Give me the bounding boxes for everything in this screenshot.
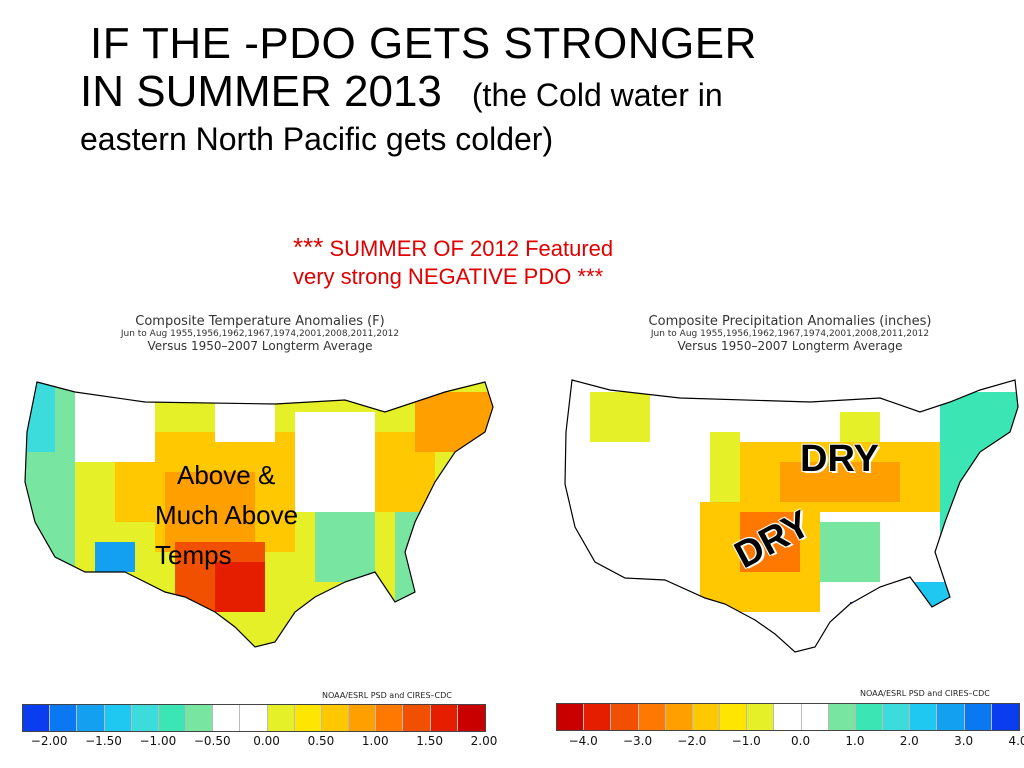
temp-colorbar-tick-label: −0.50 bbox=[193, 734, 231, 748]
precip-colorbar-swatch bbox=[720, 704, 748, 730]
precip-map-heading: Composite Precipitation Anomalies (inche… bbox=[648, 314, 932, 329]
precip-colorbar bbox=[556, 703, 1020, 731]
precip-colorbar-tick-label: 4.0 bbox=[1008, 734, 1024, 748]
temp-annotation-line-3: Temps bbox=[155, 540, 232, 570]
precip-colorbar-swatch bbox=[557, 704, 585, 730]
temp-colorbar-ticks: −2.00 −1.50 −1.00 −0.50 0.00 0.50 1.00 1.50 2.00 bbox=[22, 734, 498, 750]
temp-colorbar-tick-label: 2.00 bbox=[470, 734, 498, 748]
pdo-note: *** SUMMER OF 2012 Featured very strong … bbox=[293, 233, 613, 291]
temp-map-outline bbox=[24, 381, 494, 648]
precip-colorbar-swatch bbox=[747, 704, 775, 730]
temp-colorbar-swatch bbox=[104, 705, 132, 731]
temp-colorbar-swatch bbox=[240, 705, 268, 731]
title-line-1: IF THE -PDO GETS STRONGER bbox=[90, 19, 757, 68]
precip-colorbar-swatch bbox=[801, 704, 829, 730]
precip-colorbar-tick-label: 2.0 bbox=[899, 734, 919, 748]
precip-colorbar-swatch bbox=[665, 704, 693, 730]
temp-anomaly-map bbox=[24, 381, 494, 648]
precip-colorbar-tick-label: 0.0 bbox=[791, 734, 811, 748]
temp-colorbar-swatch bbox=[50, 705, 78, 731]
temp-colorbar-tick-label: 1.00 bbox=[361, 734, 389, 748]
precip-anomaly-map bbox=[564, 379, 1019, 653]
temp-colorbar-swatch bbox=[186, 705, 214, 731]
temp-colorbar-swatch bbox=[213, 705, 241, 731]
precip-colorbar-tick-label: 3.0 bbox=[954, 734, 974, 748]
precip-map-years: Jun to Aug 1955,1956,1962,1967,1974,2001… bbox=[650, 329, 930, 339]
temp-colorbar-swatch bbox=[321, 705, 350, 731]
note-text-1: SUMMER OF 2012 Featured bbox=[329, 236, 614, 261]
temp-map-years: Jun to Aug 1955,1956,1962,1967,1974,2001… bbox=[120, 329, 400, 339]
precip-colorbar-swatch bbox=[937, 704, 965, 730]
temp-colorbar-swatch bbox=[349, 705, 377, 731]
precip-colorbar-tick-label: −3.0 bbox=[622, 734, 653, 748]
temp-colorbar bbox=[22, 704, 486, 732]
title-line-3: eastern North Pacific gets colder) bbox=[80, 121, 554, 157]
note-line-2: very strong NEGATIVE PDO *** bbox=[293, 264, 604, 289]
precip-colorbar-swatch bbox=[991, 704, 1019, 730]
precip-colorbar-ticks: −4.0 −3.0 −2.0 −1.0 0.0 1.0 2.0 3.0 4.0 bbox=[556, 734, 1024, 750]
precip-colorbar-swatch bbox=[910, 704, 938, 730]
precip-colorbar-tick-label: −1.0 bbox=[731, 734, 761, 748]
precip-colorbar-tick-label: 1.0 bbox=[845, 734, 865, 748]
temp-map-heading: Composite Temperature Anomalies (F) bbox=[135, 314, 385, 329]
temp-map-baseline: Versus 1950–2007 Longterm Average bbox=[147, 339, 373, 353]
temp-colorbar-tick-label: −2.00 bbox=[30, 734, 68, 748]
precip-colorbar-swatch bbox=[964, 704, 992, 730]
precip-map-baseline: Versus 1950–2007 Longterm Average bbox=[677, 339, 903, 353]
title-line-2: IN SUMMER 2013 (the Cold water in bbox=[80, 68, 980, 119]
precip-colorbar-swatch bbox=[828, 704, 856, 730]
note-stars: *** bbox=[293, 232, 324, 262]
temp-colorbar-tick-label: 0.00 bbox=[253, 734, 280, 748]
title-main-2: IN SUMMER 2013 bbox=[80, 67, 442, 116]
temp-annotation-line-1: Above & bbox=[177, 460, 276, 490]
precip-map-title: Composite Precipitation Anomalies (inche… bbox=[610, 314, 970, 353]
precip-colorbar-swatch bbox=[692, 704, 721, 730]
temp-colorbar-swatch bbox=[23, 705, 51, 731]
precip-credit: NOAA/ESRL PSD and CIRES–CDC bbox=[860, 689, 990, 698]
temp-colorbar-tick-label: −1.00 bbox=[139, 734, 177, 748]
temp-credit: NOAA/ESRL PSD and CIRES–CDC bbox=[322, 691, 452, 700]
slide-title: IF THE -PDO GETS STRONGER IN SUMMER 2013… bbox=[80, 20, 980, 159]
precip-colorbar-tick-label: −4.0 bbox=[568, 734, 598, 748]
precip-colorbar-swatch bbox=[584, 704, 612, 730]
precip-colorbar-swatch bbox=[611, 704, 639, 730]
temp-colorbar-tick-label: −1.50 bbox=[85, 734, 122, 748]
temp-colorbar-tick-label: 0.50 bbox=[307, 734, 335, 748]
precip-colorbar-tick-label: −2.0 bbox=[677, 734, 707, 748]
temp-colorbar-swatch bbox=[376, 705, 404, 731]
temp-colorbar-swatch bbox=[403, 705, 431, 731]
precip-colorbar-swatch bbox=[883, 704, 911, 730]
temp-colorbar-swatch bbox=[158, 705, 187, 731]
note-line-1: *** SUMMER OF 2012 Featured bbox=[293, 233, 613, 263]
temp-annotation: Above & Much Above Temps bbox=[155, 455, 298, 575]
temp-colorbar-swatch bbox=[294, 705, 322, 731]
temp-colorbar-swatch bbox=[430, 705, 458, 731]
temp-colorbar-swatch bbox=[131, 705, 159, 731]
temp-colorbar-swatch bbox=[77, 705, 105, 731]
title-subtitle: (the Cold water in bbox=[471, 77, 723, 113]
precip-colorbar-swatch bbox=[855, 704, 884, 730]
temp-colorbar-swatch bbox=[267, 705, 295, 731]
temp-annotation-line-2: Much Above bbox=[155, 500, 299, 530]
dry-label-northeast: DRY bbox=[800, 438, 879, 480]
precip-map-outline bbox=[564, 379, 1019, 653]
precip-colorbar-swatch bbox=[638, 704, 666, 730]
temp-map-title: Composite Temperature Anomalies (F) Jun … bbox=[80, 314, 440, 353]
temp-colorbar-swatch bbox=[457, 705, 485, 731]
precip-colorbar-swatch bbox=[774, 704, 802, 730]
temp-colorbar-tick-label: 1.50 bbox=[416, 734, 443, 748]
